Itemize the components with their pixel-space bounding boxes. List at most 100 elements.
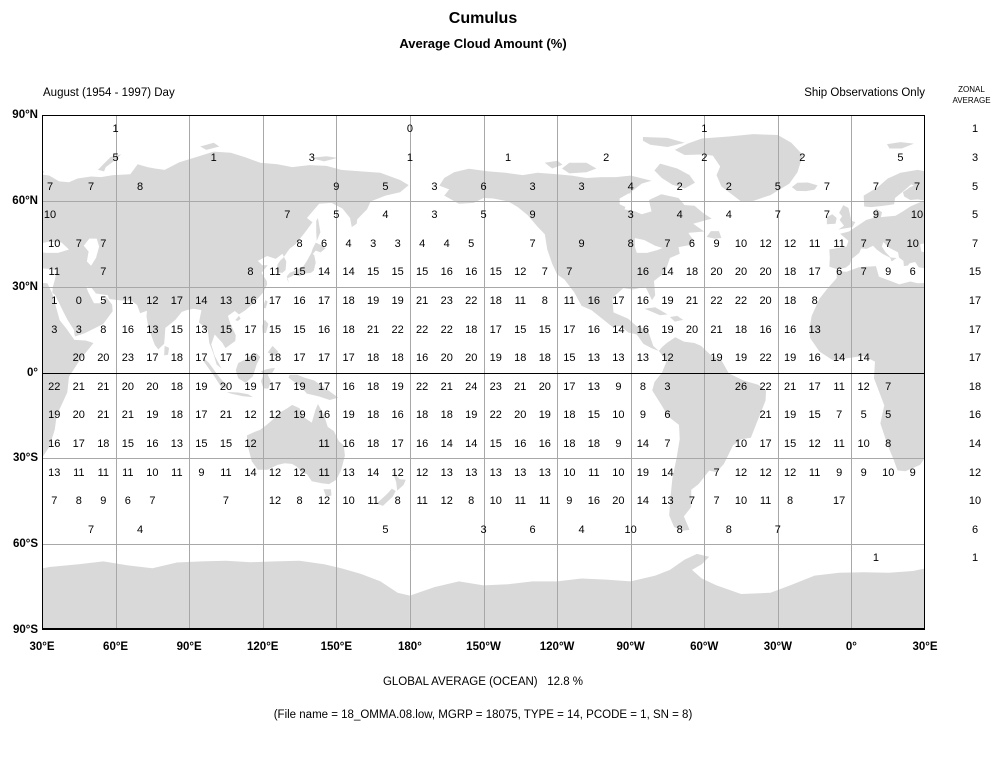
grid-value: 14 <box>317 266 331 279</box>
grid-value: 18 <box>391 352 404 365</box>
zonal-average-header-line2: AVERAGE <box>952 96 991 105</box>
global-average-label: GLOBAL AVERAGE (OCEAN) 12.8 % <box>382 676 584 688</box>
grid-value: 4 <box>419 237 426 250</box>
grid-value: 15 <box>367 266 380 279</box>
grid-value: 12 <box>317 495 331 508</box>
zonal-average-value: 6 <box>971 523 979 536</box>
x-tick-label: 150°W <box>466 641 501 653</box>
grid-value: 16 <box>342 438 355 451</box>
grid-value: 12 <box>146 294 159 307</box>
grid-value: 17 <box>317 352 331 365</box>
grid-value: 18 <box>342 323 355 336</box>
grid-value: 21 <box>219 409 233 422</box>
grid-value: 15 <box>514 323 527 336</box>
grid-value: 9 <box>578 237 585 250</box>
grid-value: 5 <box>885 409 892 422</box>
grid-value: 19 <box>661 323 674 336</box>
grid-value: 6 <box>124 495 131 508</box>
page-title: Cumulus <box>448 10 518 27</box>
zonal-average-header: ZONAL AVERAGE <box>945 84 998 106</box>
grid-value: 22 <box>416 380 429 393</box>
grid-value: 7 <box>885 237 892 250</box>
grid-value: 14 <box>342 266 355 279</box>
y-tick-label: 90°S <box>12 624 38 636</box>
grid-value: 20 <box>440 352 453 365</box>
grid-value: 11 <box>808 466 821 479</box>
grid-value: 14 <box>195 294 208 307</box>
grid-value: 17 <box>219 352 233 365</box>
grid-value: 9 <box>885 266 892 279</box>
zonal-average-value: 18 <box>968 380 982 393</box>
grid-value: 17 <box>195 409 208 422</box>
grid-value: 19 <box>465 409 478 422</box>
grid-value: 7 <box>664 237 671 250</box>
grid-value: 19 <box>146 409 159 422</box>
grid-value: 12 <box>268 466 282 479</box>
grid-value: 20 <box>759 266 772 279</box>
grid-value: 21 <box>783 380 797 393</box>
grid-value: 10 <box>734 495 748 508</box>
grid-value: 22 <box>416 323 429 336</box>
grid-value: 18 <box>734 323 748 336</box>
grid-value: 16 <box>636 294 650 307</box>
grid-value: 11 <box>416 495 428 508</box>
grid-value: 4 <box>137 523 144 536</box>
grid-value: 4 <box>382 209 389 222</box>
grid-value: 6 <box>664 409 671 422</box>
grid-value: 22 <box>734 294 748 307</box>
grid-value: 13 <box>48 466 61 479</box>
grid-value: 3 <box>370 237 377 250</box>
grid-value: 11 <box>269 266 281 279</box>
grid-value: 7 <box>860 266 867 279</box>
x-tick-label: 180° <box>398 641 422 653</box>
grid-value: 13 <box>489 466 502 479</box>
grid-value: 15 <box>563 352 576 365</box>
grid-value: 9 <box>529 209 536 222</box>
grid-value: 14 <box>636 495 650 508</box>
grid-value: 9 <box>615 380 622 393</box>
grid-value: 10 <box>48 237 61 250</box>
source-label: Ship Observations Only <box>804 87 925 99</box>
grid-value: 11 <box>97 466 110 479</box>
grid-value: 15 <box>808 409 821 422</box>
grid-value: 17 <box>317 294 331 307</box>
zonal-average-value: 5 <box>971 180 979 193</box>
grid-value: 13 <box>808 323 821 336</box>
y-tick-label: 60°S <box>12 538 38 551</box>
grid-value: 13 <box>636 352 650 365</box>
grid-value: 18 <box>563 438 576 451</box>
grid-value: 16 <box>317 323 331 336</box>
grid-value: 12 <box>783 237 797 250</box>
y-tick-label: 90°N <box>12 109 38 121</box>
zonal-average-value: 7 <box>971 237 979 250</box>
grid-value: 10 <box>146 466 159 479</box>
grid-value: 12 <box>268 495 282 508</box>
zonal-average-value: 10 <box>968 495 982 508</box>
grid-value: 5 <box>897 151 904 164</box>
grid-value: 11 <box>171 466 183 479</box>
grid-value: 20 <box>538 380 551 393</box>
grid-value: 12 <box>759 237 772 250</box>
grid-value: 18 <box>268 352 282 365</box>
grid-value: 1 <box>504 151 512 164</box>
grid-value: 20 <box>72 409 85 422</box>
zonal-average-value: 14 <box>968 438 982 451</box>
grid-value: 20 <box>734 266 748 279</box>
grid-value: 2 <box>603 151 610 164</box>
grid-value: 21 <box>759 409 772 422</box>
grid-value: 15 <box>268 323 282 336</box>
grid-value: 18 <box>170 352 184 365</box>
grid-value: 18 <box>367 409 380 422</box>
grid-value: 13 <box>661 495 674 508</box>
grid-value: 13 <box>170 438 184 451</box>
grid-value: 17 <box>244 323 257 336</box>
file-info-label: (File name = 18_OMMA.08.low, MGRP = 1807… <box>273 709 693 721</box>
grid-value: 14 <box>636 438 650 451</box>
zonal-average-value: 17 <box>968 294 982 307</box>
grid-value: 15 <box>219 438 233 451</box>
grid-value: 16 <box>121 323 134 336</box>
grid-value: 8 <box>627 237 634 250</box>
grid-value: 19 <box>783 352 797 365</box>
grid-value: 19 <box>538 409 551 422</box>
